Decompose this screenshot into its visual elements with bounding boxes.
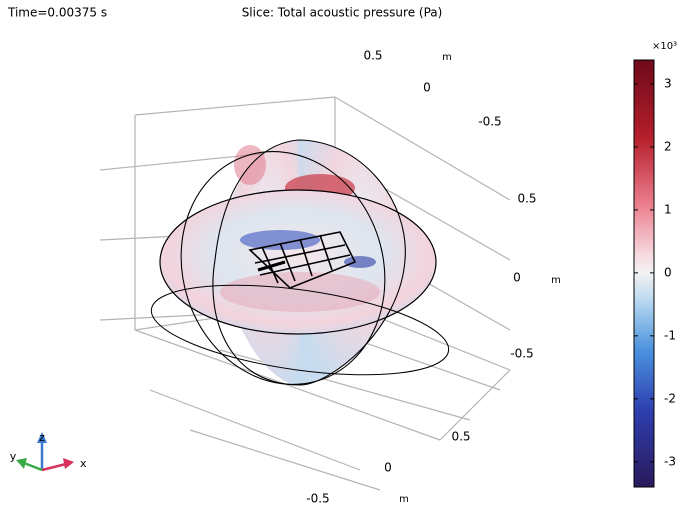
colorbar-multiplier: ×10³ [652, 41, 677, 52]
colorbar-tick-label: 2 [664, 139, 672, 153]
axis-unit: m [551, 275, 561, 286]
axis-tick-label: 0 [423, 81, 431, 95]
triad-x: x [80, 457, 87, 470]
axis-tick-label: 0 [384, 461, 392, 475]
colorbar-scale [633, 59, 655, 488]
axes-3d: 0.5 0 -0.5 m 0.5 0 -0.5 m 0.5 0 -0.5 m [306, 49, 561, 506]
colorbar-tick-label: 3 [664, 76, 672, 90]
axis-tick-label: 0.5 [517, 192, 536, 206]
triad-z: z [39, 431, 45, 444]
colorbar-tick-label: 0 [664, 265, 672, 279]
header: Time=0.00375 s Slice: Total acoustic pre… [7, 6, 442, 20]
colorbar-tick-label: 1 [664, 202, 672, 216]
geometry-cage [248, 231, 357, 289]
axis-triad: z x y [10, 431, 87, 472]
axis-tick-label: -0.5 [478, 115, 501, 129]
axis-tick-label: -0.5 [306, 492, 329, 506]
axis-unit: m [442, 52, 452, 63]
time-label: Time=0.00375 s [7, 6, 107, 20]
axis-tick-label: 0.5 [363, 49, 382, 63]
axis-unit: m [399, 494, 409, 505]
axis-tick-label: 0.5 [451, 430, 470, 444]
slices [150, 139, 450, 386]
colorbar-tick-label: -1 [664, 328, 676, 342]
colorbar-tick-label: -3 [664, 454, 676, 468]
axis-tick-label: -0.5 [510, 347, 533, 361]
plot-title: Slice: Total acoustic pressure (Pa) [242, 6, 443, 20]
axis-tick-label: 0 [513, 271, 521, 285]
colorbar-ticks: 3 2 1 0 -1 -2 -3 [634, 76, 676, 468]
colorbar: ×10³ 3 2 1 0 -1 -2 -3 [633, 41, 677, 488]
triad-y: y [10, 450, 17, 463]
colorbar-tick-label: -2 [664, 391, 676, 405]
